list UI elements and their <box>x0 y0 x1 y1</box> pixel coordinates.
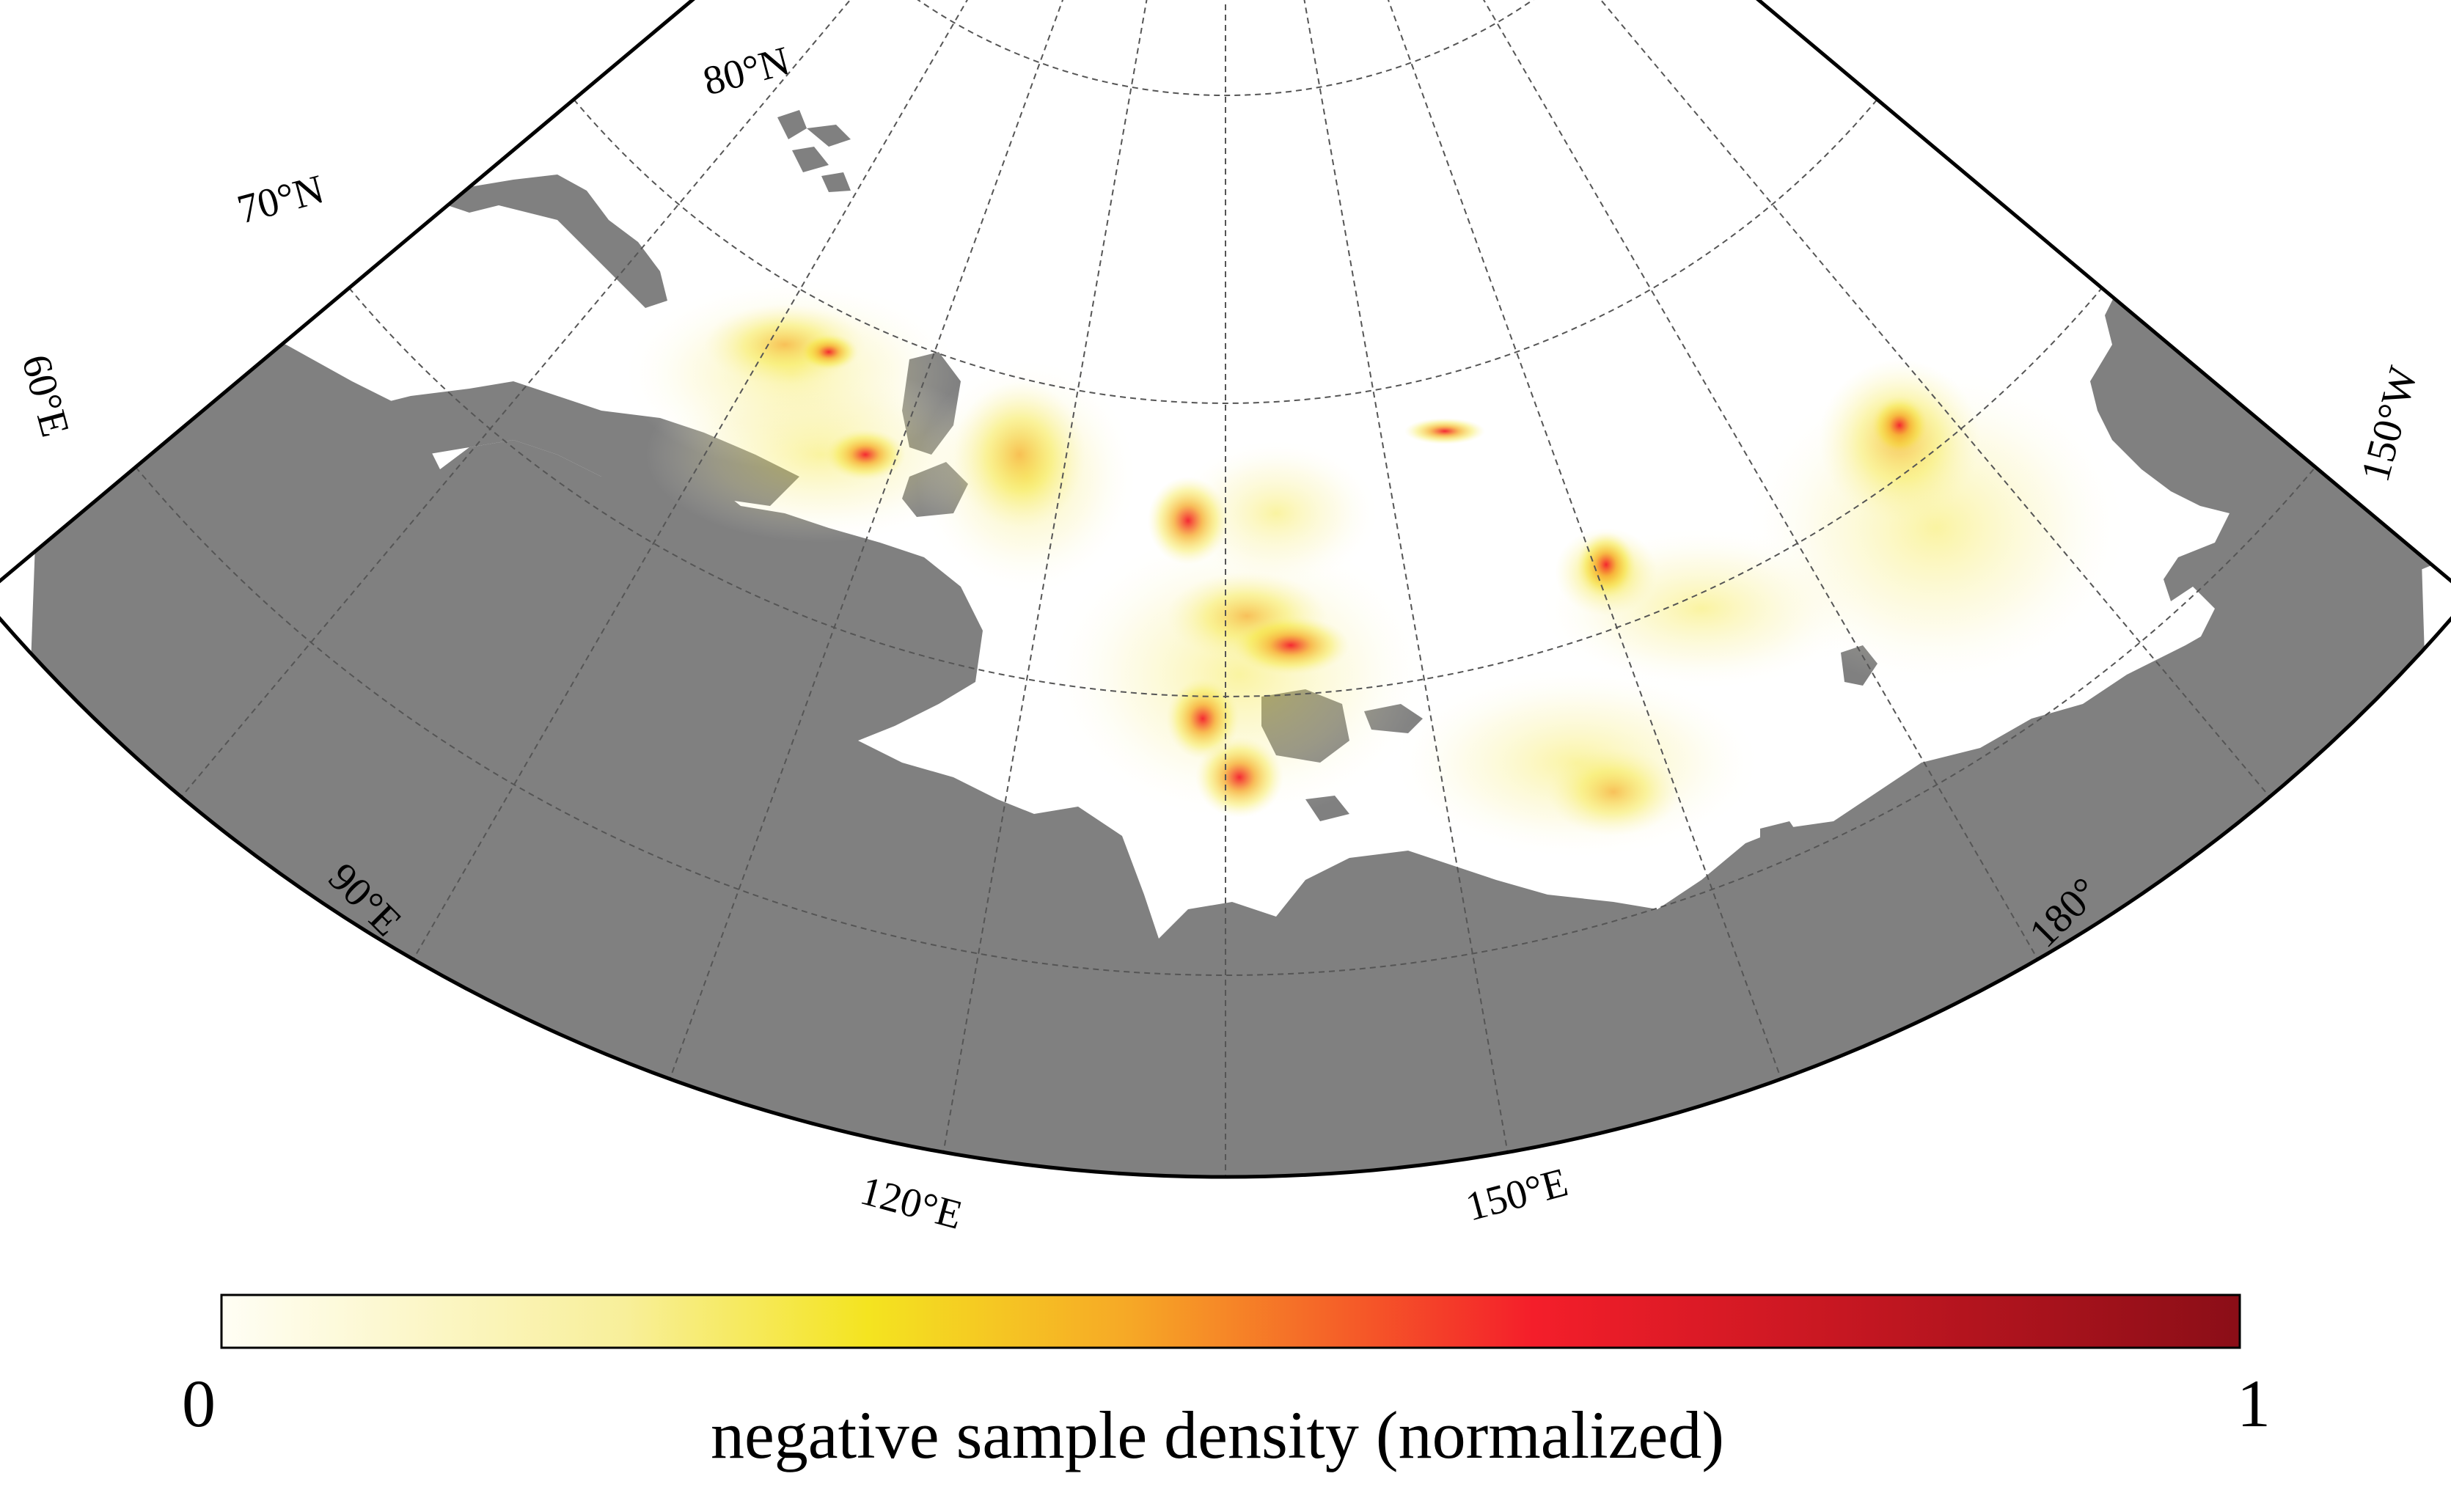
density-hot-kara <box>825 429 906 480</box>
land-novaya-zemlya <box>425 175 667 308</box>
land-chukotka-islet <box>1760 821 1804 858</box>
land-franz-josef-4 <box>821 172 851 192</box>
lon-label-150e: 150°E <box>1461 1159 1572 1230</box>
land-franz-josef-3 <box>792 147 829 172</box>
density-warm-2 <box>953 381 1085 528</box>
meridian-line <box>942 0 1155 1153</box>
density-hot-east-siberian <box>1577 532 1635 598</box>
density-warm-6 <box>1547 748 1679 836</box>
colorbar-min-label: 0 <box>182 1366 216 1441</box>
density-hot-laptev-1 <box>1232 616 1349 675</box>
colorbar-title: negative sample density (normalized) <box>711 1398 1724 1472</box>
density-hot-chukchi <box>1870 396 1929 455</box>
lat-label-70n: 70°N <box>232 166 329 233</box>
land-vaygach <box>242 249 323 323</box>
parallel-line <box>573 98 1878 404</box>
density-hot-laptev-3 <box>1195 737 1283 818</box>
density-hot-east <box>1404 418 1485 444</box>
density-hot-kara-2 <box>799 334 858 370</box>
map-frame <box>0 0 2451 1179</box>
parallel-line <box>809 0 1642 96</box>
land-franz-josef-2 <box>807 125 851 147</box>
lon-label-60e: 60°E <box>12 350 78 441</box>
land-chukotka <box>2017 704 2156 792</box>
land-franz-josef-1 <box>777 110 807 139</box>
density-hot-laptev-2 <box>1166 678 1239 759</box>
meridian-line <box>1489 0 2271 798</box>
colorbar <box>220 1293 2241 1349</box>
parallel-line <box>348 287 2103 697</box>
lon-label-120e: 120°E <box>856 1168 967 1238</box>
lon-label-150w: 150°W <box>2353 362 2427 486</box>
parallel-line <box>135 466 2316 976</box>
land-eurasia <box>0 279 2451 1178</box>
density-region-laptev-south <box>1049 528 1430 821</box>
density-hot-laptev-north <box>1148 477 1228 565</box>
density-region-kara-south <box>645 367 997 543</box>
colorbar-max-label: 1 <box>2237 1366 2271 1441</box>
